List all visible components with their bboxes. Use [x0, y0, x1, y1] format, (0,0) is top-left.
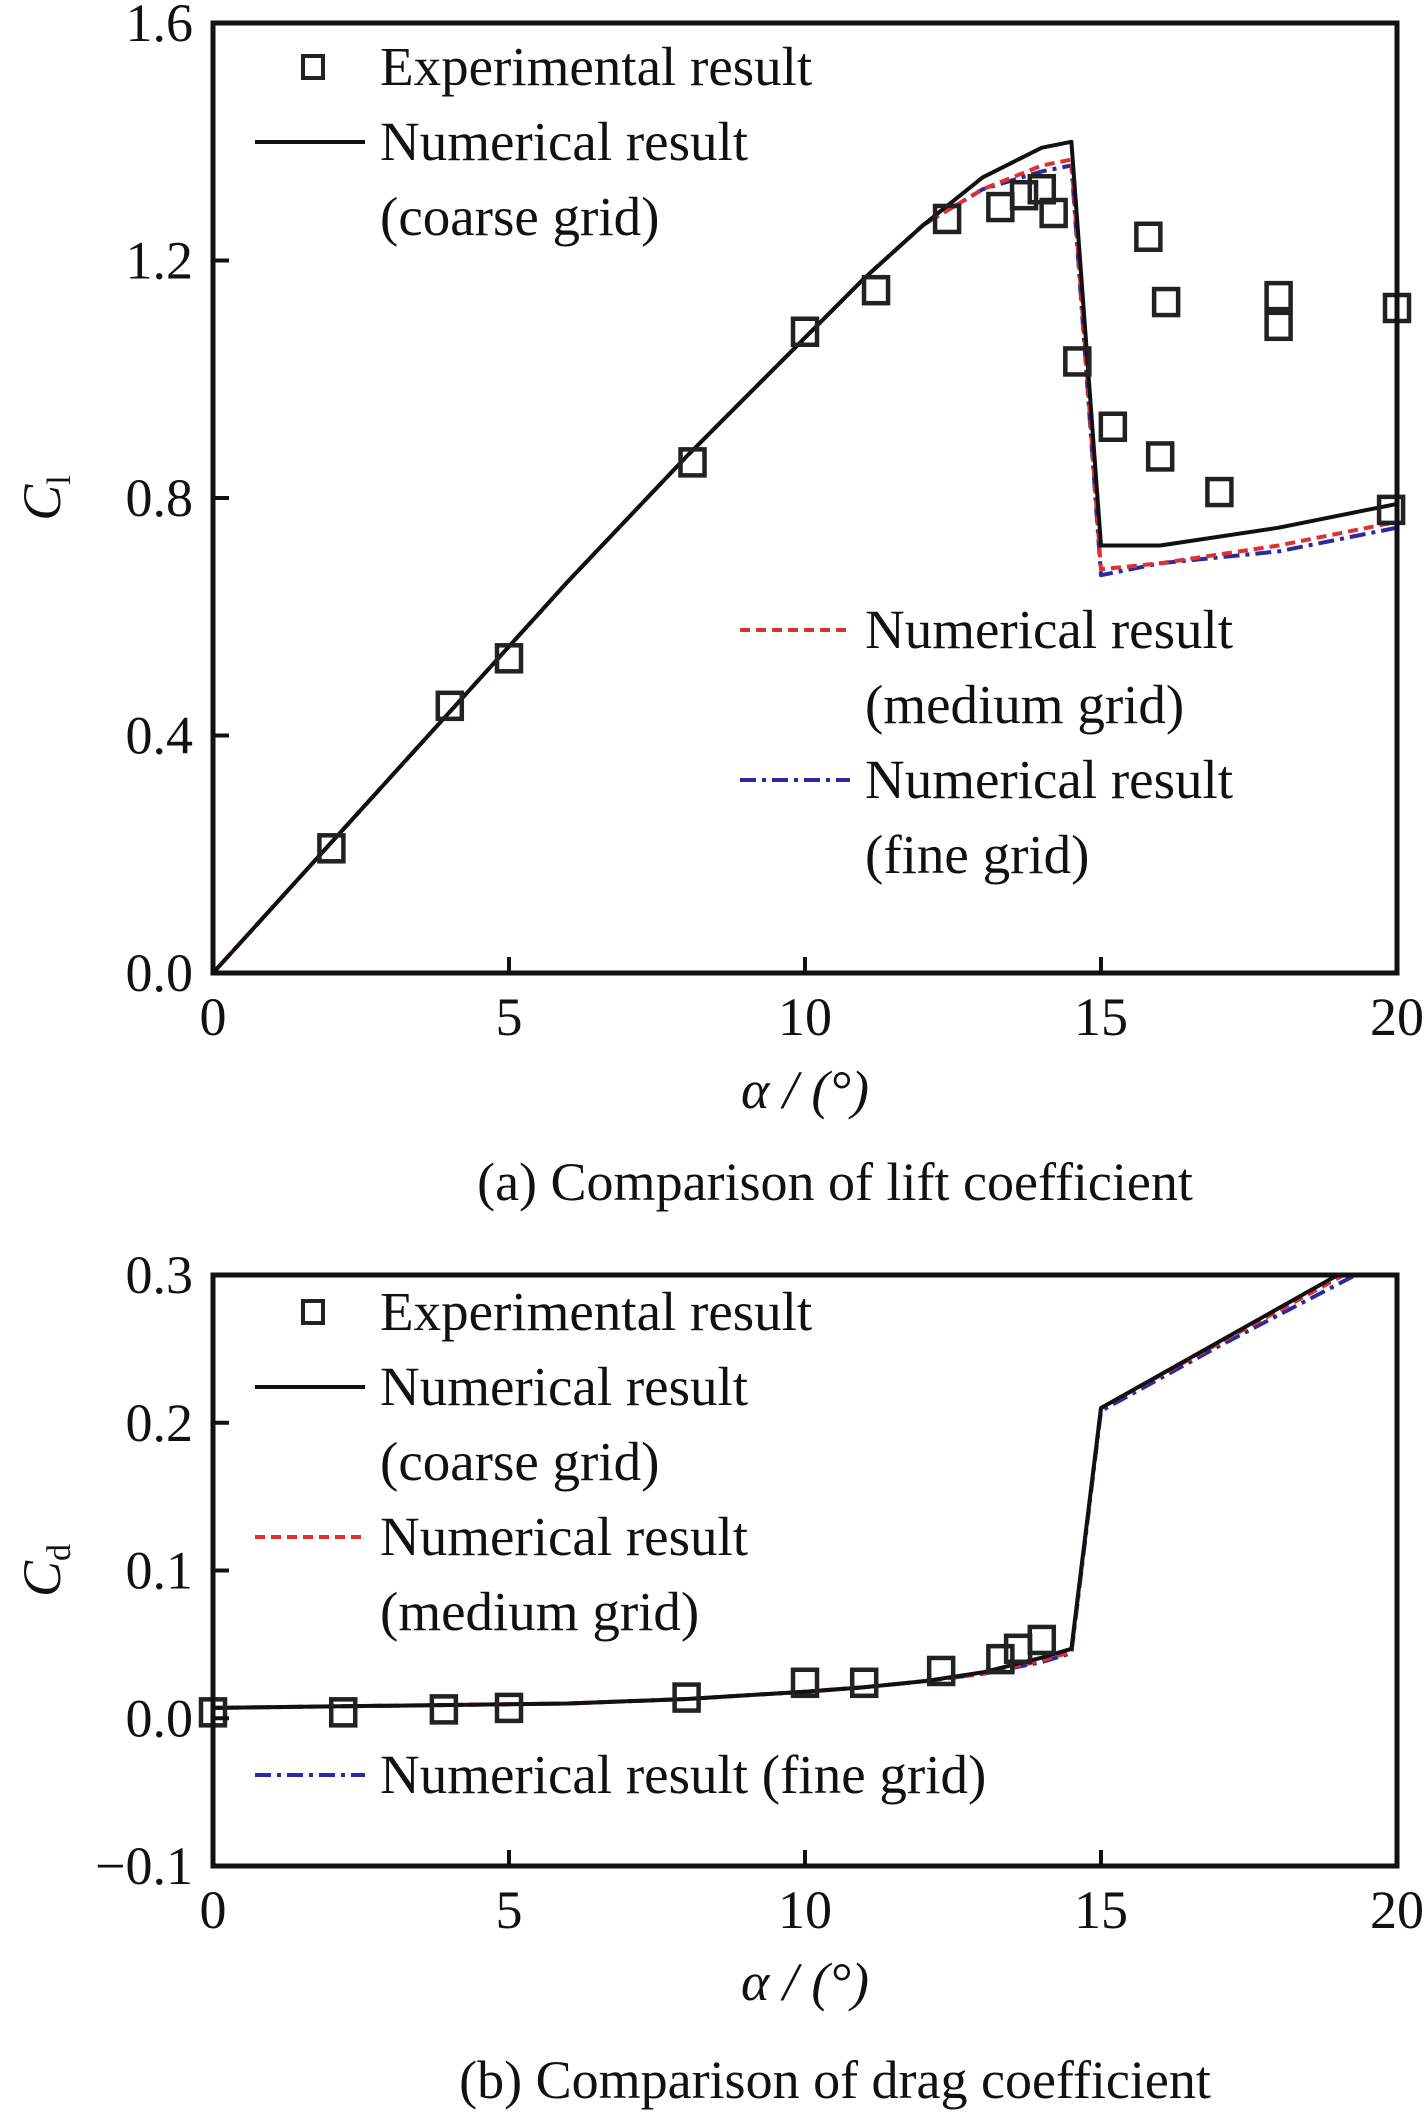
x-tick-label: 5 [496, 1880, 523, 1940]
data-point [1264, 310, 1293, 342]
series-markers-exp [317, 174, 1412, 864]
legend-item-exp: Experimental result [301, 1281, 812, 1342]
y-axis-title-sub: l [41, 475, 78, 484]
data-point [1151, 286, 1181, 318]
x-axis-title: α / (°) [741, 1952, 869, 2012]
data-point [849, 1667, 879, 1699]
data-point [986, 191, 1015, 223]
x-tick-label: 20 [1370, 1880, 1424, 1940]
legend-label: (medium grid) [865, 674, 1184, 735]
y-tick-label: 0.2 [126, 1393, 194, 1453]
data-point [1134, 221, 1163, 252]
legend-label: (coarse grid) [380, 1431, 659, 1492]
data-point [932, 203, 962, 235]
data-point [317, 833, 346, 864]
data-point [861, 274, 891, 306]
data-point [435, 690, 465, 722]
y-tick-label: 1.6 [126, 0, 194, 53]
data-point [926, 1655, 956, 1687]
panel-lift-coefficient: 0 5 10 15 20 0.0 0.4 0.8 1.2 1.6 α / (°) Cl (a) Comp… [12, 0, 1424, 1212]
plot-area [213, 139, 1397, 973]
data-point [494, 643, 524, 674]
y-axis-title: Cd [12, 1544, 78, 1597]
data-point [1003, 1633, 1033, 1665]
data-point [1376, 494, 1406, 526]
panel-drag-coefficient: 0 5 10 15 20 −0.1 0.0 0.1 0.2 0.3 α / (°) Cd (b) Com… [12, 1245, 1424, 2110]
x-tick-label: 15 [1074, 1880, 1128, 1940]
y-tick-label: 0.4 [126, 706, 194, 766]
legend-label: Numerical result [865, 599, 1233, 660]
data-point [1264, 280, 1293, 312]
x-axis-title: α / (°) [741, 1060, 869, 1120]
legend-label: Numerical result [380, 111, 748, 172]
x-tick-label: 10 [778, 1880, 832, 1940]
legend-primary: Experimental result Numerical result (coar… [255, 36, 812, 247]
y-axis-title-sub: d [41, 1544, 78, 1561]
data-point [678, 447, 707, 478]
legend-label: Numerical result [380, 1506, 748, 1567]
y-axis-title-main: C [12, 1560, 72, 1597]
legend-secondary: Numerical result(medium grid)Numerical r… [740, 599, 1233, 885]
y-tick-label: 0.0 [126, 943, 194, 1003]
y-axis-title-main: C [12, 484, 72, 521]
series-line-medium [213, 157, 1397, 973]
series-line-coarse [213, 1275, 1339, 1710]
legend-item-medium: Numerical result (medium grid) [740, 599, 1233, 735]
data-point [1145, 441, 1175, 472]
x-tick-label: 5 [496, 987, 523, 1047]
legend-item-fine: Numerical result (fine grid) [255, 1744, 986, 1805]
legend-label: Numerical result [865, 749, 1233, 810]
legend-item-exp: Experimental result [301, 36, 812, 97]
y-tick-label: 0.1 [126, 1541, 194, 1601]
legend-label: Experimental result [380, 1281, 812, 1342]
x-tick-label: 0 [200, 987, 227, 1047]
y-axis-title: Cl [12, 475, 78, 520]
legend-label: (fine grid) [865, 824, 1090, 885]
data-point [1063, 346, 1092, 377]
plot-area [213, 1275, 1357, 1710]
x-tick-label: 20 [1370, 987, 1424, 1047]
y-tick-label: 0.3 [126, 1245, 194, 1305]
legend-secondary: Numerical result (fine grid) [255, 1744, 986, 1805]
y-tick-label: 0.8 [126, 468, 194, 528]
series-line-fine [213, 163, 1397, 973]
panel-caption: (b) Comparison of drag coefficient [459, 2050, 1211, 2110]
data-point [1027, 1624, 1057, 1656]
data-point [1205, 476, 1234, 508]
panel-caption: (a) Comparison of lift coefficient [477, 1152, 1193, 1212]
data-point [672, 1682, 701, 1713]
data-point [1009, 179, 1039, 211]
legend-item-coarse: Numerical result (coarse grid) [255, 1356, 748, 1492]
data-point [494, 1692, 524, 1724]
data-point [986, 1643, 1015, 1675]
legend-marker [301, 54, 325, 80]
legend-primary: Experimental result Numerical result (coar… [255, 1281, 812, 1642]
data-point [429, 1694, 459, 1725]
x-tick-label: 0 [200, 1880, 227, 1940]
y-tick-label: 0.0 [126, 1688, 194, 1748]
series-line-coarse [213, 139, 1397, 973]
legend-item-coarse: Numerical result (coarse grid) [255, 111, 748, 247]
y-tick-label: 1.2 [126, 231, 194, 291]
legend-label: Numerical result [380, 1356, 748, 1417]
x-tick-label: 10 [778, 987, 832, 1047]
legend-label: Numerical result (fine grid) [380, 1744, 986, 1805]
data-point [1039, 197, 1068, 229]
data-point [328, 1697, 358, 1728]
legend-marker [301, 1299, 325, 1325]
x-tick-label: 15 [1074, 987, 1128, 1047]
legend-label: Experimental result [380, 36, 812, 97]
y-tick-label: −0.1 [95, 1836, 193, 1896]
legend-item-fine: Numerical result (fine grid) [740, 749, 1233, 885]
data-point [790, 316, 820, 347]
data-point [1098, 411, 1128, 442]
legend-item-medium: Numerical result (medium grid) [255, 1506, 748, 1642]
legend-label: (coarse grid) [380, 186, 659, 247]
legend-label: (medium grid) [380, 1581, 699, 1642]
data-point [790, 1667, 820, 1699]
